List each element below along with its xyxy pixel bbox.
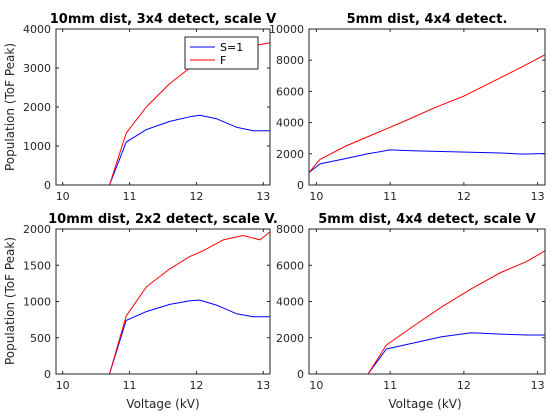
chart-title: 10mm dist, 2x2 detect, scale V.: [48, 212, 278, 227]
y-tick-label: 1000: [23, 140, 51, 153]
y-tick-label: 4000: [23, 23, 51, 36]
y-tick-label: 2000: [23, 101, 51, 114]
x-tick-label: 12: [457, 379, 471, 392]
x-tick-label: 10: [309, 190, 323, 203]
x-tick-label: 13: [256, 190, 270, 203]
x-tick-label: 10: [56, 379, 70, 392]
y-tick-label: 8000: [276, 223, 304, 236]
x-tick-label: 12: [189, 190, 203, 203]
y-tick-label: 1000: [23, 296, 51, 309]
y-tick-label: 500: [30, 332, 51, 345]
x-tick-label: 13: [256, 379, 270, 392]
y-axis-label-top: Population (ToF Peak): [3, 43, 17, 171]
y-tick-label: 2000: [276, 332, 304, 345]
x-tick-label: 11: [123, 379, 137, 392]
x-tick-label: 12: [189, 379, 203, 392]
x-tick-label: 11: [123, 190, 137, 203]
legend-entry: S=1: [220, 41, 243, 54]
x-tick-label: 11: [383, 190, 397, 203]
plot-area: [309, 229, 545, 374]
y-tick-label: 8000: [276, 54, 304, 67]
x-tick-label: 10: [56, 190, 70, 203]
subplot-2: 5mm dist, 4x4 detect. 0 2000 4000 6000 8000 10…: [269, 12, 545, 203]
subplot-1: 10mm dist, 3x4 detect, scale V 0 1000 2000 3…: [23, 12, 276, 203]
y-tick-label: 0: [297, 179, 304, 192]
chart-title: 10mm dist, 3x4 detect, scale V: [50, 12, 277, 27]
subplot-3: 10mm dist, 2x2 detect, scale V. 0 500 1000 1…: [23, 212, 278, 392]
y-tick-label: 2000: [276, 148, 304, 161]
x-tick-label: 12: [457, 190, 471, 203]
y-tick-label: 1500: [23, 259, 51, 272]
y-tick-label: 10000: [269, 23, 304, 36]
legend-entry: F: [220, 54, 226, 67]
x-tick-label: 13: [531, 190, 545, 203]
y-tick-label: 4000: [276, 117, 304, 130]
x-tick-label: 11: [383, 379, 397, 392]
chart-title: 5mm dist, 4x4 detect, scale V: [318, 212, 535, 227]
plot-area: [56, 229, 270, 374]
y-tick-label: 0: [297, 368, 304, 381]
legend: S=1F: [185, 37, 258, 69]
y-tick-label: 4000: [276, 296, 304, 309]
subplot-4: 5mm dist, 4x4 detect, scale V 0 2000 4000 60…: [276, 212, 545, 392]
chart-title: 5mm dist, 4x4 detect.: [347, 12, 508, 27]
y-tick-label: 3000: [23, 62, 51, 75]
y-tick-label: 2000: [23, 223, 51, 236]
y-tick-label: 0: [44, 179, 51, 192]
y-tick-label: 0: [44, 368, 51, 381]
x-tick-label: 13: [531, 379, 545, 392]
x-tick-label: 10: [309, 379, 323, 392]
y-tick-label: 6000: [276, 85, 304, 98]
x-axis-label-right: Voltage (kV): [388, 397, 461, 411]
plot-area: [309, 29, 545, 185]
y-tick-label: 6000: [276, 259, 304, 272]
y-axis-label-bottom: Population (ToF Peak): [3, 237, 17, 365]
x-axis-label-left: Voltage (kV): [126, 397, 199, 411]
